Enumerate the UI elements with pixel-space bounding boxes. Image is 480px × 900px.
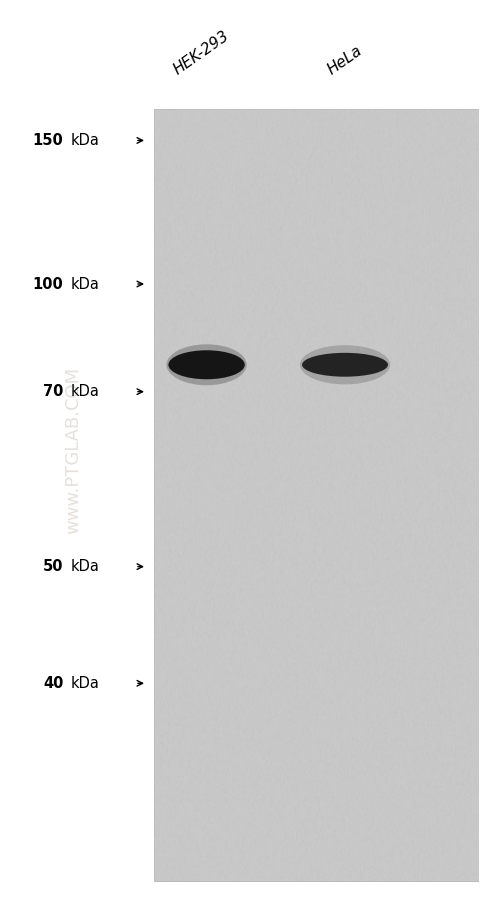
Ellipse shape bbox=[167, 345, 247, 385]
FancyBboxPatch shape bbox=[154, 109, 479, 881]
Text: kDa: kDa bbox=[71, 276, 99, 292]
Text: www.PTGLAB.COM: www.PTGLAB.COM bbox=[64, 366, 82, 534]
Text: 40: 40 bbox=[43, 676, 63, 691]
Text: 100: 100 bbox=[33, 276, 63, 292]
Text: 150: 150 bbox=[33, 133, 63, 148]
Text: kDa: kDa bbox=[71, 384, 99, 400]
Text: kDa: kDa bbox=[71, 676, 99, 691]
Ellipse shape bbox=[168, 350, 245, 379]
Text: 70: 70 bbox=[43, 384, 63, 400]
Text: 50: 50 bbox=[43, 559, 63, 574]
Text: kDa: kDa bbox=[71, 133, 99, 148]
Text: kDa: kDa bbox=[71, 559, 99, 574]
Ellipse shape bbox=[300, 346, 390, 384]
Text: HEK-293: HEK-293 bbox=[171, 29, 232, 77]
Ellipse shape bbox=[302, 353, 388, 377]
Text: HeLa: HeLa bbox=[325, 43, 365, 77]
